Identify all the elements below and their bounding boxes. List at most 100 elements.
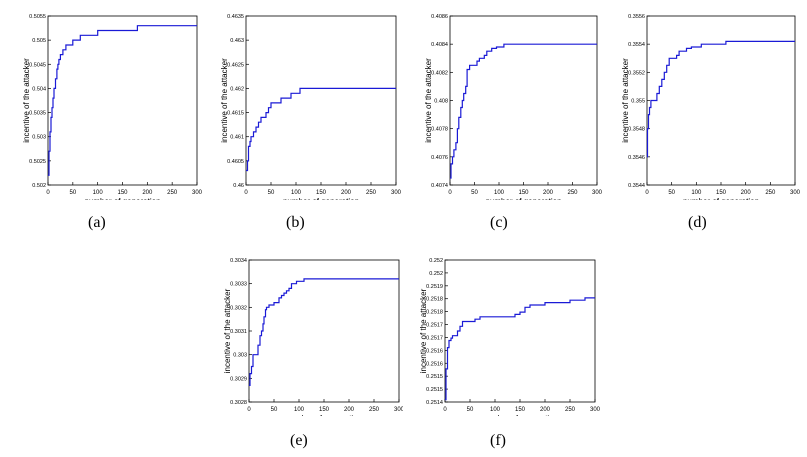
y-tick-label: 0.3546 <box>628 155 645 161</box>
y-axis-label: incentive of the attacker <box>419 288 428 373</box>
y-tick-label: 0.4084 <box>431 42 448 48</box>
y-tick-label: 0.3548 <box>628 127 645 133</box>
y-tick-label: 0.3034 <box>230 258 247 264</box>
y-tick-label: 0.3544 <box>628 183 645 189</box>
y-tick-label: 0.2515 <box>426 374 443 380</box>
y-tick-label: 0.503 <box>32 135 46 141</box>
series-line <box>249 278 399 386</box>
x-tick-label: 0 <box>645 190 649 196</box>
y-tick-label: 0.4074 <box>431 183 448 189</box>
y-tick-label: 0.5055 <box>29 14 46 20</box>
x-tick-label: 0 <box>247 407 251 413</box>
y-axis-label: incentive of the attacker <box>621 58 630 143</box>
y-tick-label: 0.5025 <box>29 159 46 165</box>
x-tick-label: 0 <box>443 407 447 413</box>
x-tick-label: 300 <box>590 407 601 413</box>
y-tick-label: 0.3556 <box>628 14 645 20</box>
y-tick-label: 0.502 <box>32 183 46 189</box>
y-tick-label: 0.4635 <box>227 14 244 20</box>
x-tick-label: 100 <box>291 190 302 196</box>
y-tick-label: 0.4605 <box>227 159 244 165</box>
x-tick-label: 100 <box>691 190 702 196</box>
y-tick-label: 0.4076 <box>431 155 448 161</box>
x-tick-label: 200 <box>543 190 554 196</box>
series-line <box>450 43 597 179</box>
x-tick-label: 50 <box>668 190 675 196</box>
chart-svg: 0 50 100 150 200 250 300 0.3544 0.3546 0.3548 0.35… <box>621 14 801 206</box>
y-axis-label: incentive of the attacker <box>424 58 433 143</box>
x-axis-label: number of generation <box>286 414 362 416</box>
x-tick-label: 100 <box>490 407 501 413</box>
series-line <box>48 25 197 176</box>
y-tick-label: 0.46 <box>233 183 244 189</box>
x-axis-label: number of generation <box>482 414 558 416</box>
x-tick-label: 100 <box>93 190 104 196</box>
chart-panel-3: 0 50 100 150 200 250 300 0.4074 0.4076 0.4078 0.40… <box>405 4 605 206</box>
y-tick-label: 0.505 <box>32 38 46 44</box>
x-tick-label: 200 <box>540 407 551 413</box>
x-tick-label: 50 <box>69 190 76 196</box>
panel-caption: (e) <box>290 432 308 449</box>
x-tick-label: 300 <box>790 190 801 196</box>
x-tick-label: 150 <box>716 190 727 196</box>
y-tick-label: 0.3032 <box>230 305 247 311</box>
x-tick-label: 200 <box>341 190 352 196</box>
y-tick-label: 0.5035 <box>29 111 46 117</box>
chart-panel-6: 0 50 100 150 200 250 300 0.2514 0.2515 0.2515 0.25… <box>401 250 601 423</box>
x-tick-label: 150 <box>117 190 128 196</box>
panel-caption: (d) <box>688 214 707 231</box>
y-tick-label: 0.461 <box>230 135 244 141</box>
y-tick-label: 0.4082 <box>431 70 448 76</box>
plot-frame <box>444 259 596 403</box>
y-tick-label: 0.3552 <box>628 70 645 76</box>
x-tick-label: 250 <box>366 190 377 196</box>
x-tick-label: 200 <box>142 190 153 196</box>
y-tick-label: 0.355 <box>631 99 645 105</box>
panel-caption: (c) <box>490 214 508 231</box>
plot-frame <box>248 259 400 403</box>
y-tick-label: 0.252 <box>429 258 443 264</box>
y-tick-label: 0.4078 <box>431 127 448 133</box>
x-tick-label: 250 <box>369 407 380 413</box>
y-tick-label: 0.3033 <box>230 282 247 288</box>
chart-panel-1: 0 50 100 150 200 250 300 0.502 0.5025 0.503 0.5035… <box>2 4 203 206</box>
x-tick-label: 100 <box>494 190 505 196</box>
x-tick-label: 0 <box>46 190 50 196</box>
x-axis-label: number of generation <box>84 197 160 200</box>
x-tick-label: 150 <box>316 190 327 196</box>
x-tick-label: 50 <box>268 190 275 196</box>
x-tick-label: 250 <box>567 190 578 196</box>
y-tick-label: 0.2517 <box>426 323 443 329</box>
series-line <box>246 87 396 172</box>
x-tick-label: 50 <box>471 190 478 196</box>
x-tick-label: 100 <box>294 407 305 413</box>
x-axis-label: number of generation <box>283 197 359 200</box>
x-tick-label: 250 <box>765 190 776 196</box>
chart-svg: 0 50 100 150 200 250 300 0.502 0.5025 0.503 0.5035… <box>22 14 203 206</box>
series-line <box>646 40 795 158</box>
y-tick-label: 0.3031 <box>230 329 247 335</box>
x-axis-label: number of generation <box>683 197 759 200</box>
x-tick-label: 150 <box>518 190 529 196</box>
x-tick-label: 0 <box>448 190 452 196</box>
panel-caption: (b) <box>286 214 305 231</box>
y-tick-label: 0.3029 <box>230 376 247 382</box>
x-tick-label: 200 <box>344 407 355 413</box>
y-tick-label: 0.2514 <box>426 400 443 406</box>
x-tick-label: 50 <box>271 407 278 413</box>
x-tick-label: 300 <box>394 407 403 413</box>
chart-panel-4: 0 50 100 150 200 250 300 0.3544 0.3546 0.3548 0.35… <box>603 4 803 206</box>
y-tick-label: 0.504 <box>32 86 46 92</box>
chart-svg: 0 50 100 150 200 250 300 0.3028 0.3029 0.303 0.303… <box>223 258 405 423</box>
x-tick-label: 250 <box>565 407 576 413</box>
x-tick-label: 300 <box>192 190 202 196</box>
chart-svg: 0 50 100 150 200 250 300 0.4074 0.4076 0.4078 0.40… <box>424 14 603 206</box>
y-tick-label: 0.2518 <box>426 297 443 303</box>
panel-caption: (f) <box>490 432 506 449</box>
x-tick-label: 300 <box>592 190 603 196</box>
panel-caption: (a) <box>88 214 106 231</box>
plot-frame <box>449 15 598 186</box>
y-axis-label: incentive of the attacker <box>223 288 232 373</box>
y-tick-label: 0.408 <box>434 99 448 105</box>
x-tick-label: 150 <box>515 407 526 413</box>
